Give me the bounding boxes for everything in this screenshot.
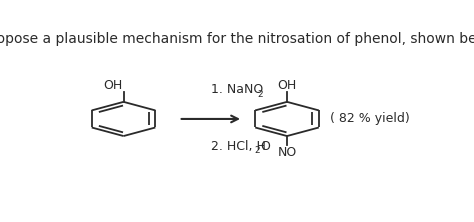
Text: O: O <box>261 140 271 153</box>
Text: Propose a plausible mechanism for the nitrosation of phenol, shown below.: Propose a plausible mechanism for the ni… <box>0 32 474 46</box>
Text: NO: NO <box>277 146 297 159</box>
Text: 2. HCl, H: 2. HCl, H <box>211 140 266 153</box>
Text: 2: 2 <box>255 146 260 155</box>
Text: OH: OH <box>103 79 122 92</box>
Text: OH: OH <box>277 79 297 92</box>
Text: 1. NaNO: 1. NaNO <box>211 83 263 96</box>
Text: 2: 2 <box>257 90 263 99</box>
Text: ( 82 % yield): ( 82 % yield) <box>330 113 410 125</box>
